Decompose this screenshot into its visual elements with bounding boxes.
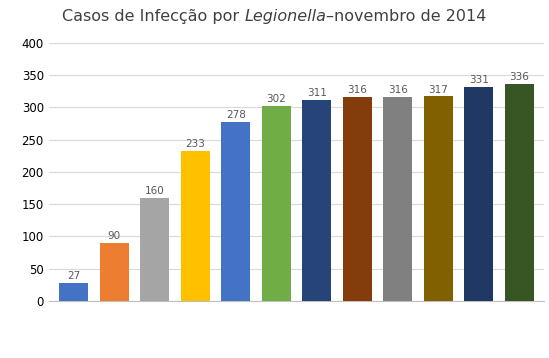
- Text: 278: 278: [226, 110, 245, 120]
- Text: 90: 90: [108, 231, 121, 241]
- Text: Casos de Infecção por: Casos de Infecção por: [62, 9, 244, 24]
- Bar: [262, 106, 291, 301]
- Text: 336: 336: [509, 72, 529, 82]
- Bar: [383, 97, 412, 301]
- Text: 316: 316: [348, 85, 367, 95]
- Bar: [343, 97, 372, 301]
- Text: 233: 233: [185, 139, 205, 149]
- Text: 316: 316: [388, 85, 408, 95]
- Bar: [59, 283, 88, 301]
- Text: 160: 160: [145, 186, 165, 196]
- Bar: [302, 100, 331, 301]
- Text: –novembro de 2014: –novembro de 2014: [326, 9, 487, 24]
- Text: 311: 311: [307, 88, 327, 98]
- Bar: [464, 87, 494, 301]
- Text: Legionella: Legionella: [244, 9, 326, 24]
- Text: 331: 331: [469, 76, 489, 86]
- Bar: [221, 122, 250, 301]
- Bar: [181, 151, 210, 301]
- Bar: [140, 198, 169, 301]
- Bar: [99, 243, 129, 301]
- Text: 302: 302: [266, 94, 286, 104]
- Bar: [424, 96, 453, 301]
- Bar: [505, 84, 534, 301]
- Text: 317: 317: [428, 84, 448, 95]
- Text: 27: 27: [67, 271, 80, 281]
